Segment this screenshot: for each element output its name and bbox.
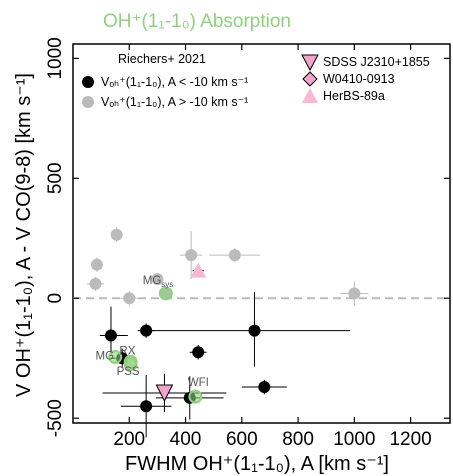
x-tick-label: 800 [282,429,314,450]
data-point [248,324,261,337]
highlighted-point [108,350,123,365]
y-tick-label: 1000 [45,37,66,79]
x-tick-label: 1000 [333,429,375,450]
x-tick-label: 200 [113,429,145,450]
highlighted-point [188,389,203,404]
chart-title: OH⁺(1₁-1₀) Absorption [103,11,291,32]
data-point-herbs [190,262,207,278]
x-axis-title: FWHM OH⁺(1₁-1₀), A [km s⁻¹] [125,453,389,475]
axis-ticks: 200 400 600 800 1000 1200 -500 0 500 1000 [45,37,450,450]
highlighted-point [158,286,173,301]
point-annotation: PSS [117,366,140,378]
legend-riechers: Riechers+ 2021 Vₒₕ⁺(1₁-1₀), A < -10 km s⁻… [82,52,248,109]
legend-label: Vₒₕ⁺(1₁-1₀), A > -10 km s⁻¹ [101,95,248,109]
point-annotation: MGsys [143,275,174,289]
legend-label: SDSS J2310+1855 [323,55,430,69]
y-tick-label: -500 [45,399,66,437]
legend-marker [82,96,94,108]
x-tick-label: 1200 [389,429,431,450]
data-point [89,277,102,290]
y-tick-label: 0 [45,293,66,304]
legend-marker [82,76,94,88]
data-point [258,381,271,394]
point-annotation: MG [96,350,115,362]
error-bars [87,227,369,438]
legend-label: HerBS-89a [323,89,385,103]
x-tick-label: 400 [170,429,202,450]
legend-title: Riechers+ 2021 [118,52,206,66]
data-point [185,249,198,262]
data-point [104,329,117,342]
data-point [140,324,153,337]
legend-marker [302,71,318,87]
data-point [151,273,164,286]
point-annotation: WFI [188,377,209,389]
data-point [123,292,136,305]
data-point [348,287,361,300]
data-points [89,228,361,413]
data-point [192,346,205,359]
x-tick-label: 600 [226,429,258,450]
data-point [90,258,103,271]
data-point [228,249,241,262]
annotation-subscript: sys [161,280,173,289]
point-annotation: RX [119,346,135,358]
data-point [110,228,123,241]
highlighted-point [123,357,138,372]
y-tick-label: 500 [45,162,66,194]
y-axis-title: V OH⁺(1₁-1₀), A - V CO(9-8) [km s⁻¹] [13,73,35,397]
legend-sources: SDSS J2310+1855 W0410-0913 HerBS-89a [301,54,430,103]
legend-marker [301,54,319,72]
data-point-sdss [155,384,174,403]
data-point [140,400,153,413]
legend-marker [302,88,318,103]
legend-label: Vₒₕ⁺(1₁-1₀), A < -10 km s⁻¹ [101,75,248,89]
legend-label: W0410-0913 [323,72,395,86]
plot-frame [72,43,451,424]
